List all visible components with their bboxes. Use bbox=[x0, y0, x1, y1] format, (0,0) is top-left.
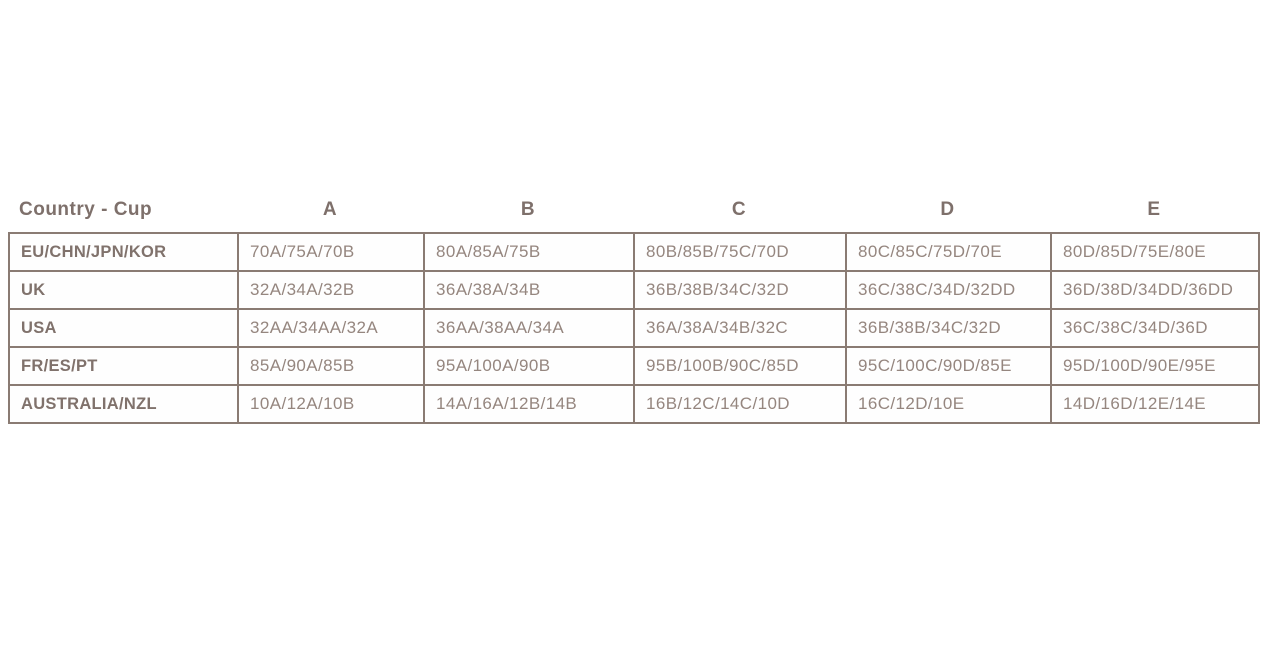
size-cell: 36C/38C/34D/32DD bbox=[845, 270, 1052, 310]
column-header-cup-d: D bbox=[940, 199, 955, 220]
size-cell: 36B/38B/34C/32D bbox=[633, 270, 847, 310]
size-cell: 95B/100B/90C/85D bbox=[633, 346, 847, 386]
column-header-country-cup: Country - Cup bbox=[19, 199, 153, 220]
size-cell: 36A/38A/34B bbox=[423, 270, 635, 310]
size-cell: 16C/12D/10E bbox=[845, 384, 1052, 424]
column-header-cup-c: C bbox=[731, 199, 747, 220]
table-row-usa: USA 32AA/34AA/32A 36AA/38AA/34A 36A/38A/… bbox=[8, 308, 1260, 348]
column-header-cup-b: B bbox=[520, 199, 536, 220]
size-cell: 80D/85D/75E/80E bbox=[1050, 232, 1260, 272]
size-cell: 16B/12C/14C/10D bbox=[633, 384, 847, 424]
column-header-cup-a: A bbox=[322, 199, 338, 220]
size-chart-table: EU/CHN/JPN/KOR 70A/75A/70B 80A/85A/75B 8… bbox=[8, 232, 1260, 424]
size-cell: 14D/16D/12E/14E bbox=[1050, 384, 1260, 424]
table-row-eu-chn-jpn-kor: EU/CHN/JPN/KOR 70A/75A/70B 80A/85A/75B 8… bbox=[8, 232, 1260, 272]
size-cell: 14A/16A/12B/14B bbox=[423, 384, 635, 424]
size-cell: 36A/38A/34B/32C bbox=[633, 308, 847, 348]
size-cell: 32AA/34AA/32A bbox=[237, 308, 425, 348]
size-cell: 36B/38B/34C/32D bbox=[845, 308, 1052, 348]
size-cell: 32A/34A/32B bbox=[237, 270, 425, 310]
size-cell: 80B/85B/75C/70D bbox=[633, 232, 847, 272]
size-cell: 36AA/38AA/34A bbox=[423, 308, 635, 348]
size-cell: 36D/38D/34DD/36DD bbox=[1050, 270, 1260, 310]
size-cell: 85A/90A/85B bbox=[237, 346, 425, 386]
size-cell: 80A/85A/75B bbox=[423, 232, 635, 272]
size-cell: 36C/38C/34D/36D bbox=[1050, 308, 1260, 348]
table-row-fr-es-pt: FR/ES/PT 85A/90A/85B 95A/100A/90B 95B/10… bbox=[8, 346, 1260, 386]
country-cell: FR/ES/PT bbox=[8, 346, 239, 386]
table-header-row: Country - Cup A B C D E bbox=[8, 193, 1258, 227]
column-header-cup-e: E bbox=[1147, 199, 1161, 220]
size-cell: 10A/12A/10B bbox=[237, 384, 425, 424]
table-row-australia-nzl: AUSTRALIA/NZL 10A/12A/10B 14A/16A/12B/14… bbox=[8, 384, 1260, 424]
size-cell: 80C/85C/75D/70E bbox=[845, 232, 1052, 272]
country-cell: AUSTRALIA/NZL bbox=[8, 384, 239, 424]
size-conversion-chart: Country - Cup A B C D E EU/CHN/JPN/KOR 7… bbox=[8, 193, 1260, 424]
country-cell: UK bbox=[8, 270, 239, 310]
size-cell: 95C/100C/90D/85E bbox=[845, 346, 1052, 386]
country-cell: EU/CHN/JPN/KOR bbox=[8, 232, 239, 272]
size-cell: 95A/100A/90B bbox=[423, 346, 635, 386]
size-cell: 95D/100D/90E/95E bbox=[1050, 346, 1260, 386]
country-cell: USA bbox=[8, 308, 239, 348]
size-cell: 70A/75A/70B bbox=[237, 232, 425, 272]
table-row-uk: UK 32A/34A/32B 36A/38A/34B 36B/38B/34C/3… bbox=[8, 270, 1260, 310]
